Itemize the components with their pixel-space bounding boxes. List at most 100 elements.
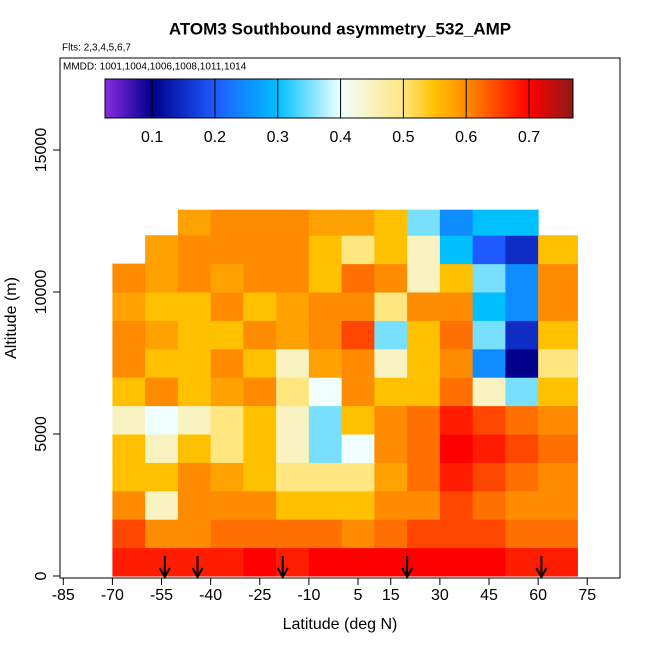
heatmap-cell xyxy=(374,292,408,321)
flight-arrow xyxy=(401,556,414,580)
heatmap-cell xyxy=(210,320,244,350)
heatmap-cell xyxy=(276,348,310,378)
heatmap-cell xyxy=(210,547,244,577)
heatmap-cell xyxy=(505,547,539,577)
heatmap-cell xyxy=(439,348,474,378)
heatmap-cell xyxy=(472,434,506,463)
heatmap-cell xyxy=(341,292,375,321)
heatmap-cell xyxy=(308,209,343,236)
heatmap-cell xyxy=(145,348,179,378)
heatmap-cell xyxy=(505,377,539,407)
heatmap-cell xyxy=(472,348,506,378)
flight-arrow xyxy=(276,556,289,580)
heatmap-cell xyxy=(243,490,277,520)
heatmap-cell xyxy=(505,405,539,435)
heatmap-cell xyxy=(407,434,441,463)
heatmap-cell xyxy=(472,490,506,520)
heatmap-cell xyxy=(439,547,474,577)
heatmap-cell xyxy=(439,519,474,549)
heatmap-cell xyxy=(472,292,506,321)
heatmap-cell xyxy=(243,434,277,463)
x-tick-label: 30 xyxy=(431,587,449,604)
x-tick-label: 75 xyxy=(578,587,596,604)
heatmap-cell xyxy=(439,209,474,236)
heatmap-cell xyxy=(177,519,212,549)
heatmap-cell xyxy=(145,292,179,321)
heatmap-cell xyxy=(472,209,506,236)
heatmap-cell xyxy=(538,434,578,463)
heatmap-cell xyxy=(308,519,343,549)
heatmap-cell xyxy=(145,263,179,293)
x-tick-label: -70 xyxy=(101,587,124,604)
heatmap-cell xyxy=(374,490,408,520)
heatmap-cell xyxy=(341,348,375,378)
heatmap-cell xyxy=(374,547,408,577)
heatmap-cell xyxy=(243,519,277,549)
arrow-head xyxy=(276,567,289,580)
heatmap-cell xyxy=(112,263,146,293)
heatmap-cell xyxy=(210,519,244,549)
heatmap-cell xyxy=(112,434,146,463)
heatmap-cell xyxy=(341,263,375,293)
heatmap-cell xyxy=(308,434,343,463)
arrow-head xyxy=(401,567,414,580)
heatmap-cell xyxy=(439,235,474,265)
heatmap-cell xyxy=(341,320,375,350)
heatmap-cell xyxy=(276,434,310,463)
heatmap-cell xyxy=(112,462,146,492)
heatmap-cell xyxy=(145,235,179,265)
heatmap-cell xyxy=(177,377,212,407)
heatmap-cell xyxy=(439,462,474,492)
colorbar-tick-label: 0.1 xyxy=(141,129,163,146)
heatmap-cell xyxy=(243,348,277,378)
heatmap-cell xyxy=(145,490,179,520)
heatmap-cell xyxy=(276,490,310,520)
heatmap-cell xyxy=(505,292,539,321)
x-tick-label: -55 xyxy=(150,587,173,604)
x-tick-label: 60 xyxy=(529,587,547,604)
heatmap-cell xyxy=(177,235,212,265)
heatmap-cell xyxy=(472,405,506,435)
heatmap-cell xyxy=(439,320,474,350)
heatmap-cell xyxy=(177,348,212,378)
heatmap-cell xyxy=(276,377,310,407)
heatmap-cell xyxy=(374,320,408,350)
heatmap-cell xyxy=(308,490,343,520)
heatmap-cell xyxy=(341,235,375,265)
heatmap-cell xyxy=(374,377,408,407)
heatmap-cell xyxy=(505,320,539,350)
heatmap-cell xyxy=(243,405,277,435)
heatmap-cell xyxy=(472,547,506,577)
heatmap-cell xyxy=(374,462,408,492)
heatmap-cell xyxy=(276,263,310,293)
colorbar-tick-label: 0.5 xyxy=(392,129,414,146)
x-tick-label: 15 xyxy=(382,587,400,604)
y-tick-label: 5000 xyxy=(33,416,50,452)
colorbar-tick-label: 0.6 xyxy=(455,129,477,146)
heatmap-cell xyxy=(472,462,506,492)
heatmap-cell xyxy=(210,377,244,407)
x-axis-label: Latitude (deg N) xyxy=(283,616,398,633)
heatmap-cell xyxy=(308,547,343,577)
x-tick-label: 5 xyxy=(354,587,363,604)
heatmap-cell xyxy=(538,263,578,293)
y-tick-label: 15000 xyxy=(33,128,50,173)
heatmap-cell xyxy=(276,235,310,265)
colorbar-tick-label: 0.3 xyxy=(267,129,289,146)
heatmap-cell xyxy=(145,462,179,492)
heatmap-cell xyxy=(439,263,474,293)
heatmap-cell xyxy=(407,519,441,549)
heatmap-cell xyxy=(407,377,441,407)
flight-arrow xyxy=(191,556,204,580)
heatmap-cell xyxy=(112,405,146,435)
heatmap-cell xyxy=(374,405,408,435)
arrow-head xyxy=(191,567,204,580)
heatmap-cell xyxy=(341,209,375,236)
subtitle: Flts: 2,3,4,5,6,7 xyxy=(62,43,131,54)
heatmap-cell xyxy=(439,434,474,463)
heatmap-cell xyxy=(112,377,146,407)
heatmap-cell xyxy=(112,292,146,321)
heatmap-cell xyxy=(505,434,539,463)
heatmap-cell xyxy=(177,292,212,321)
